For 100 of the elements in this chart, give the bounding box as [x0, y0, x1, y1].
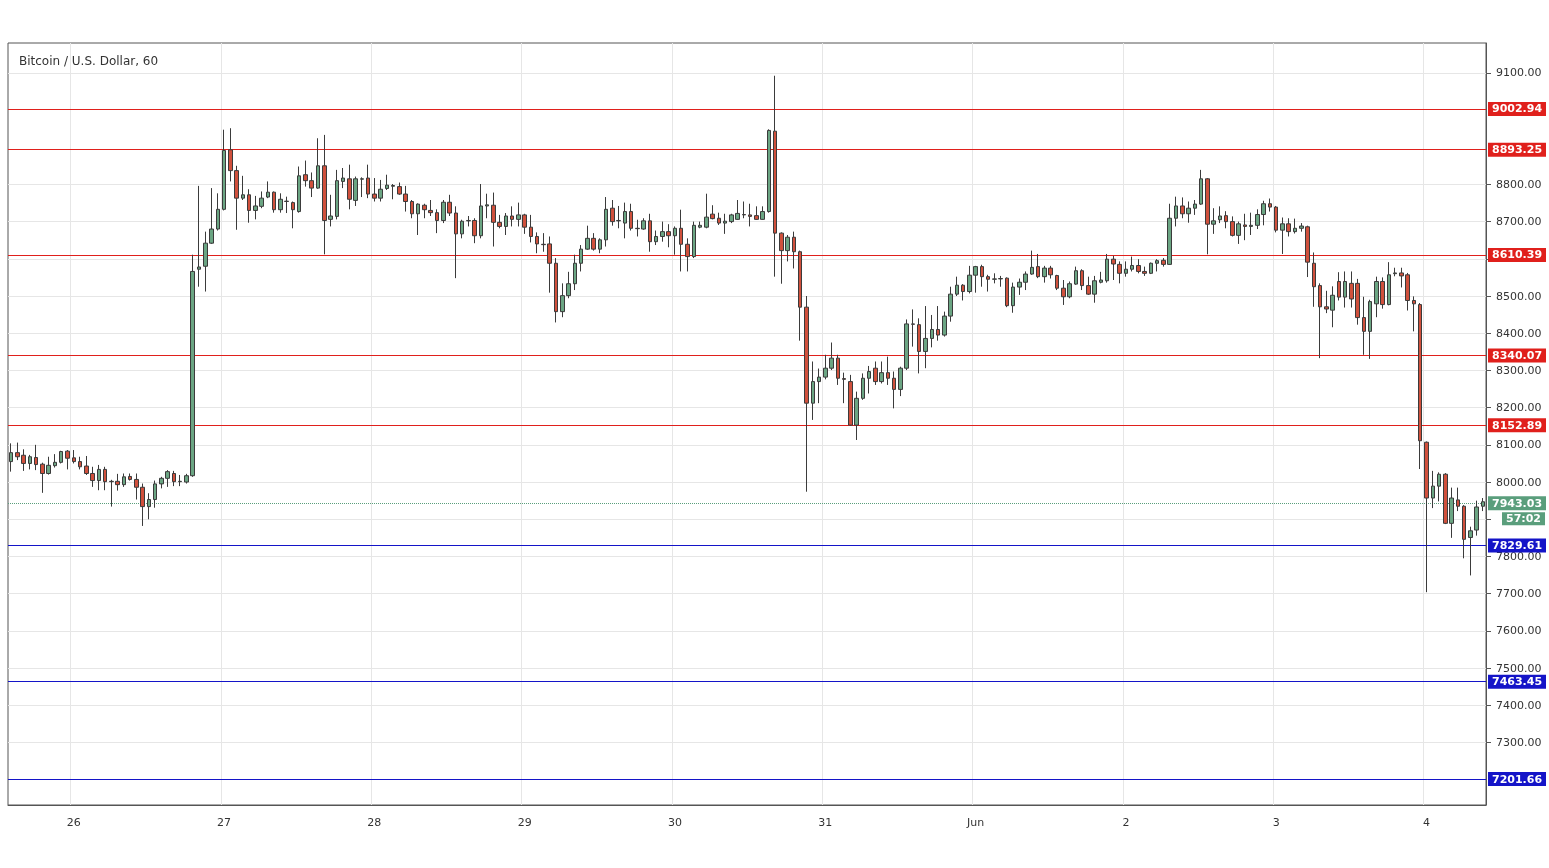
candlestick	[335, 169, 339, 220]
candlestick	[1312, 251, 1316, 308]
candlestick	[128, 472, 132, 482]
y-tick-label: 7500.00	[1496, 661, 1542, 675]
candlestick	[1362, 296, 1366, 356]
candlestick	[1412, 295, 1416, 332]
candlestick	[648, 213, 652, 253]
candlestick	[930, 314, 934, 348]
candlestick	[34, 444, 38, 471]
y-tick-label: 7700.00	[1496, 587, 1542, 601]
x-tick-label: 2	[1122, 816, 1130, 829]
candlestick	[216, 192, 220, 232]
ref-line-label: 8340.07	[1492, 349, 1543, 363]
ref-line-label: 7463.45	[1492, 675, 1543, 689]
y-tick-label: 8300.00	[1496, 363, 1542, 377]
candlestick	[1199, 169, 1203, 206]
candlestick	[1011, 282, 1015, 314]
candlestick	[1437, 471, 1441, 502]
candlestick	[272, 190, 276, 214]
candlestick	[1224, 210, 1228, 229]
candlestick	[147, 492, 151, 520]
candlestick	[103, 466, 107, 491]
ref-line-label: 8893.25	[1492, 143, 1543, 157]
x-tick-label: 4	[1423, 816, 1430, 829]
candlestick	[1293, 218, 1297, 234]
candlestick	[460, 219, 464, 239]
candlestick	[97, 464, 101, 491]
candlestick	[360, 176, 364, 198]
candlestick	[892, 371, 896, 409]
x-tick-label: 27	[217, 816, 232, 829]
candlestick	[817, 368, 821, 404]
candlestick	[811, 360, 815, 421]
candlestick	[723, 213, 727, 235]
candlestick	[422, 203, 427, 219]
candlestick	[1456, 487, 1460, 512]
candlestick	[504, 212, 508, 236]
candlestick	[291, 201, 295, 229]
x-tick-label: 28	[367, 816, 382, 829]
candlestick	[510, 205, 514, 227]
candlestick	[1155, 258, 1159, 272]
text: Bitcoin / U.S. Dollar, 60	[19, 54, 159, 68]
candlestick	[53, 453, 57, 469]
candlestick	[1005, 276, 1009, 308]
candlestick	[266, 180, 270, 199]
candlestick	[529, 214, 533, 243]
candlestick	[961, 283, 965, 301]
candlestick	[1393, 267, 1397, 277]
candlestick	[341, 167, 345, 189]
candlestick	[222, 129, 226, 211]
candlestick	[842, 372, 846, 404]
x-tick-label: Jun	[966, 816, 985, 829]
candlestick	[573, 254, 577, 291]
candlestick	[247, 188, 251, 224]
y-tick-label: 8400.00	[1496, 326, 1542, 340]
candlestick	[1268, 198, 1272, 213]
candlestick	[623, 202, 627, 239]
candlestick	[1193, 199, 1197, 216]
candlestick	[679, 209, 683, 272]
candlestick	[479, 183, 483, 239]
candlestick	[172, 470, 176, 487]
ref-line-label: 9002.94	[1492, 102, 1543, 116]
candlestick	[1080, 268, 1084, 291]
candlestick	[598, 237, 602, 254]
ref-line-label: 8152.89	[1492, 418, 1543, 432]
candlestick	[391, 183, 395, 200]
candlestick	[1318, 282, 1322, 359]
ref-line-label: 7943.03	[1492, 496, 1543, 510]
candlestick	[748, 203, 752, 227]
candlestick	[692, 221, 696, 259]
candlestick	[629, 203, 633, 232]
candlestick	[836, 354, 840, 386]
y-tick-label: 9100.00	[1496, 66, 1542, 80]
candlestick	[1099, 271, 1103, 284]
candlestick	[861, 372, 865, 401]
candlestick	[1105, 253, 1109, 284]
y-tick-label: 7600.00	[1496, 624, 1542, 638]
candlestick	[416, 202, 420, 236]
candlestick	[886, 356, 890, 386]
candlestick	[955, 276, 959, 297]
candlestick	[867, 365, 871, 394]
y-tick-label: 8200.00	[1496, 401, 1542, 415]
candlestick	[485, 193, 489, 219]
candlestick	[241, 175, 245, 201]
candlestick	[316, 137, 320, 190]
candlestick	[1337, 271, 1341, 301]
y-tick-label: 7300.00	[1496, 735, 1542, 749]
candlestick	[717, 212, 721, 226]
candlestick	[917, 317, 921, 374]
candlestick	[1481, 497, 1485, 512]
ref-line-label: 7829.61	[1492, 538, 1543, 552]
candlestick	[742, 201, 746, 219]
y-tick-label: 8100.00	[1496, 438, 1542, 452]
y-tick-label: 8500.00	[1496, 289, 1542, 303]
ref-line-label: 7201.66	[1492, 772, 1543, 786]
candlestick	[1462, 504, 1466, 559]
candlestick	[1274, 205, 1278, 233]
x-tick-label: 3	[1272, 816, 1280, 829]
candlestick	[673, 225, 677, 256]
candlestick	[454, 205, 458, 279]
y-tick-label: 7800.00	[1496, 549, 1542, 563]
